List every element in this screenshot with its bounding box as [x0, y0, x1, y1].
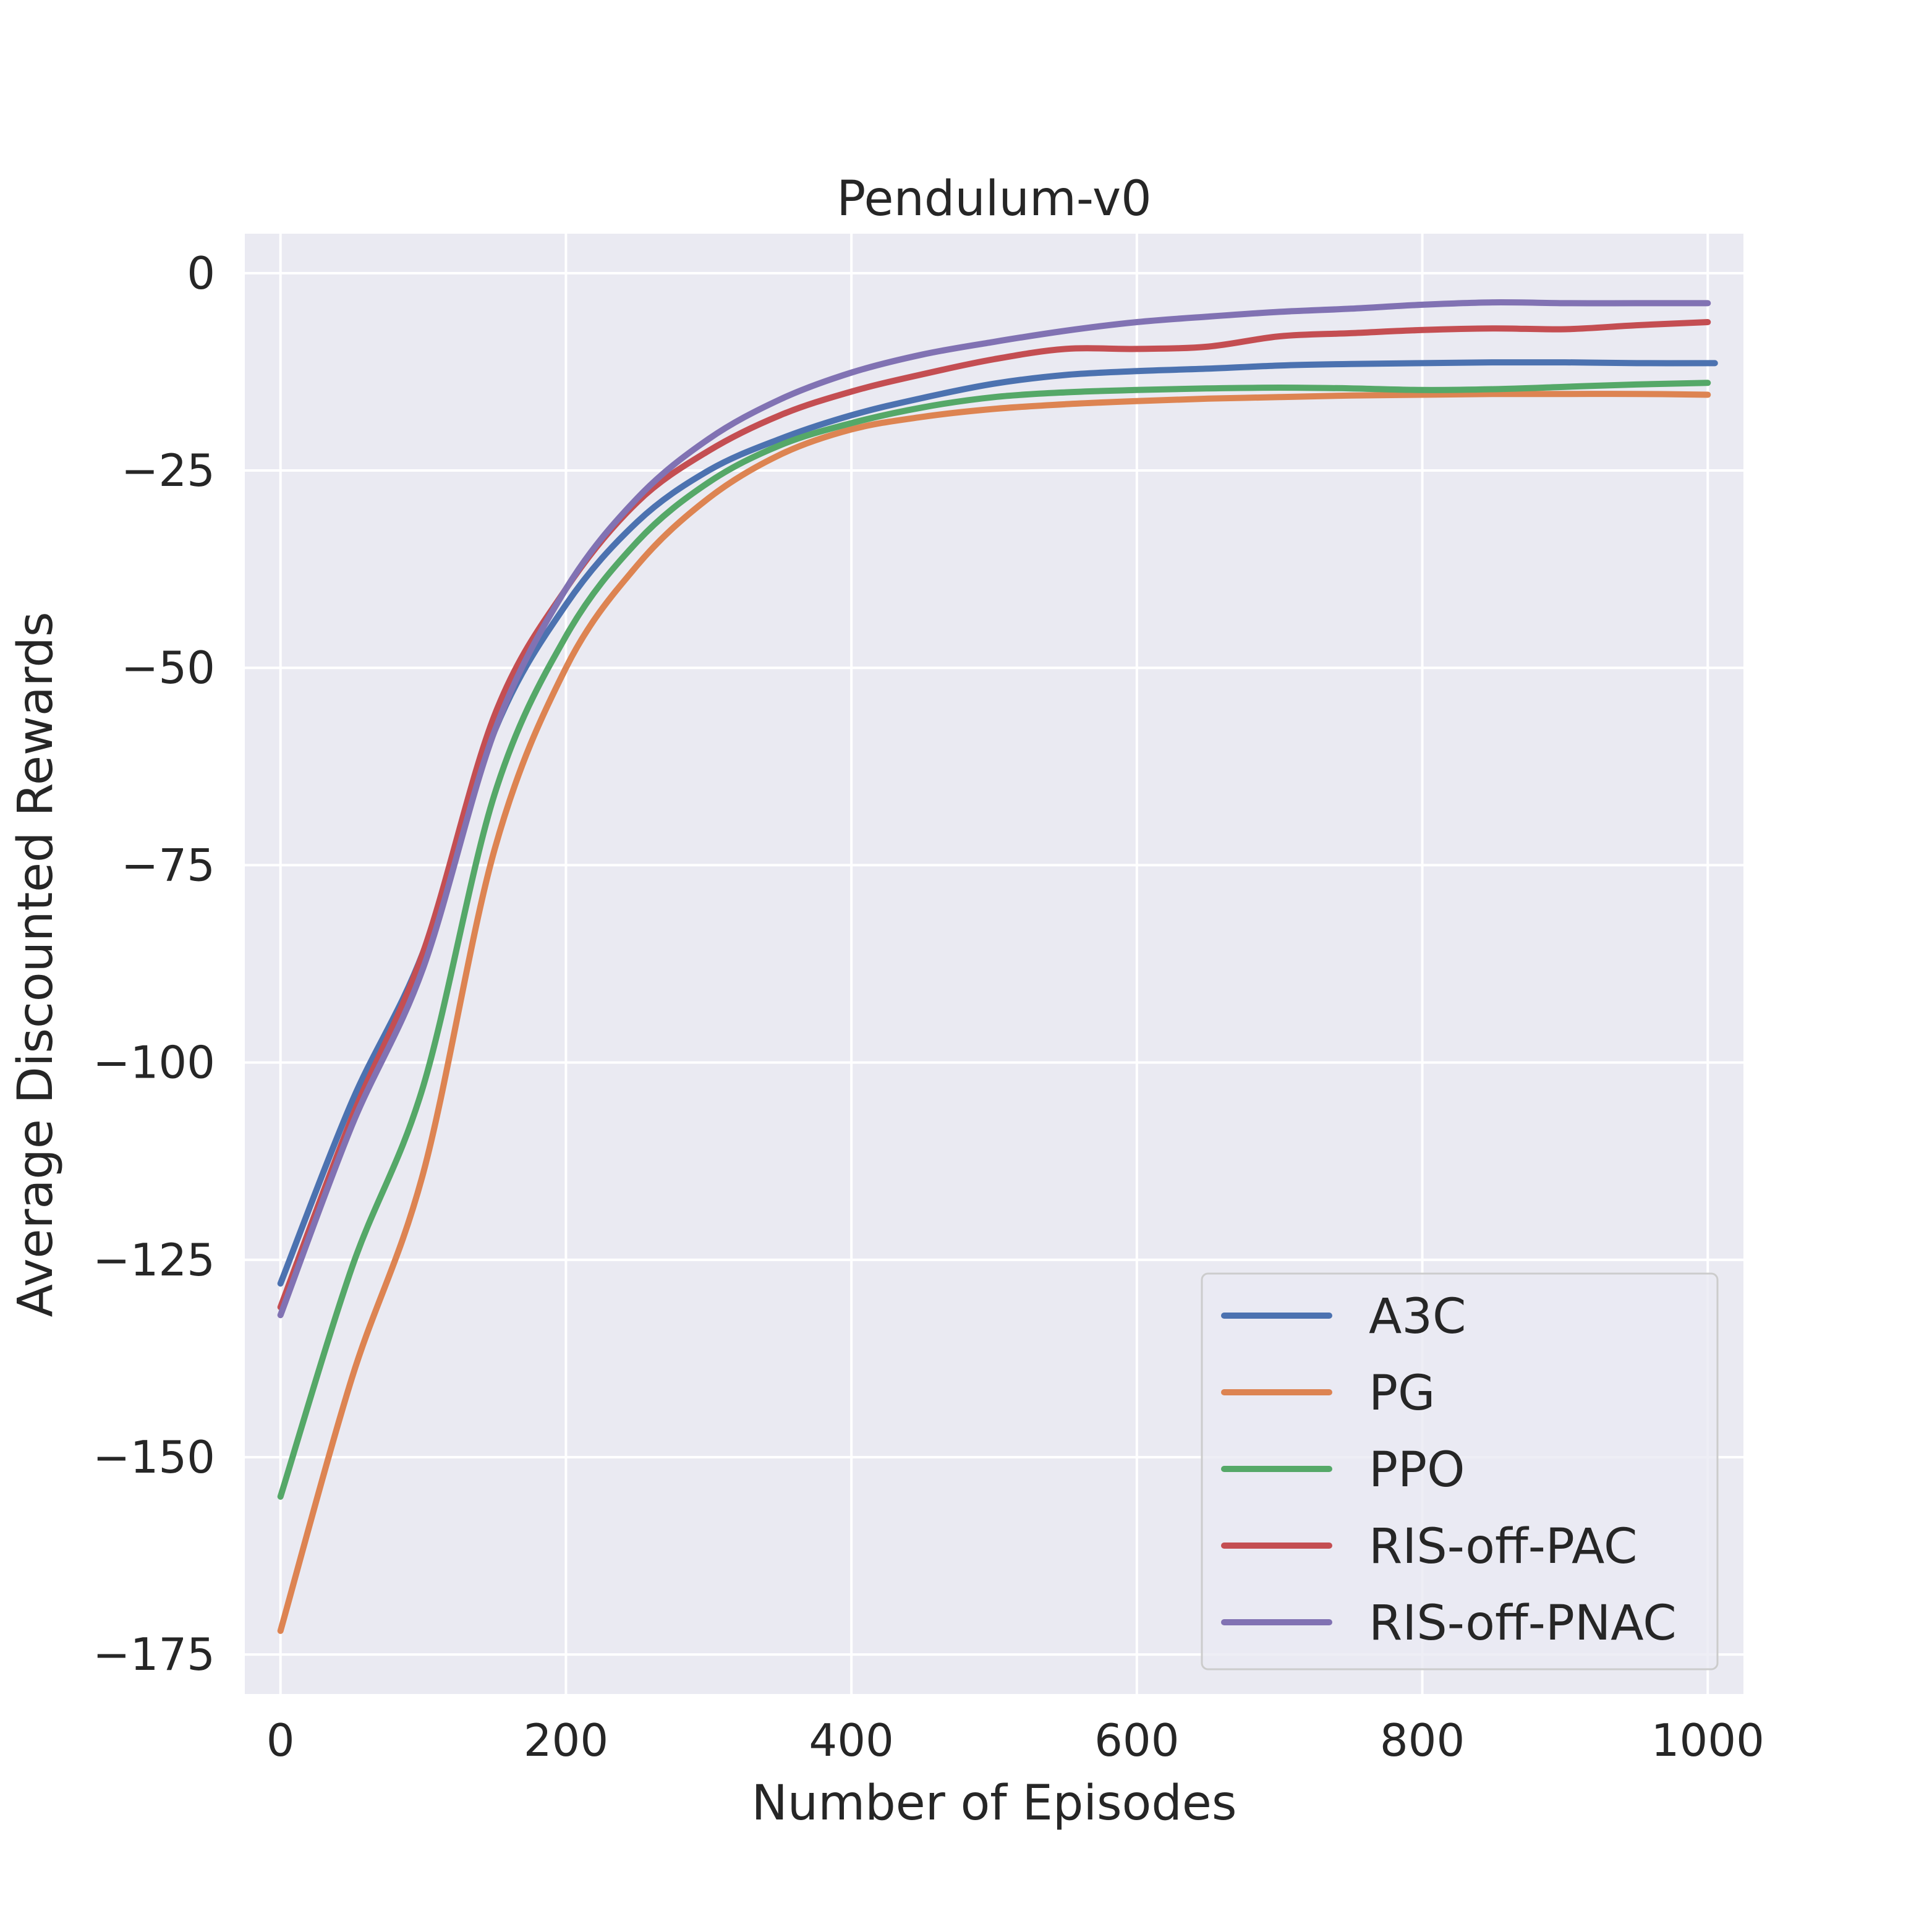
y-axis-label: Average Discounted Rewards	[8, 612, 64, 1317]
grid-lines	[245, 234, 1743, 1694]
legend-label-ppo: PPO	[1369, 1442, 1465, 1498]
x-tick-label: 200	[524, 1714, 608, 1766]
legend: A3C PG PPO RIS-off-PAC RIS-off-PNAC	[1201, 1272, 1719, 1670]
x-tick-label: 1000	[1651, 1714, 1764, 1766]
y-tick-label: −100	[93, 1037, 215, 1089]
y-tick-label: 0	[187, 247, 215, 299]
series-line-ppo	[277, 380, 1711, 1500]
legend-label-pg: PG	[1369, 1366, 1435, 1421]
legend-label-ris-off-pac: RIS-off-PAC	[1369, 1519, 1637, 1575]
x-tick-label: 400	[809, 1714, 893, 1766]
series-lines	[277, 299, 1718, 1634]
x-tick-label: 0	[266, 1714, 295, 1766]
y-tick-label: −25	[121, 445, 215, 496]
series-line-ris-off-pnac	[277, 299, 1711, 1319]
y-tick-label: −50	[121, 642, 215, 694]
chart-title: Pendulum-v0	[836, 171, 1152, 227]
tick-labels: 0 200 400 600 800 1000 0 −25 −50 −75 −100 −125 −150 −…	[93, 247, 1764, 1766]
y-tick-label: −125	[93, 1234, 215, 1286]
series-line-pg	[277, 391, 1711, 1634]
x-tick-label: 800	[1380, 1714, 1465, 1766]
y-tick-label: −150	[93, 1431, 215, 1483]
y-tick-label: −175	[93, 1628, 215, 1680]
x-axis-label: Number of Episodes	[751, 1776, 1236, 1831]
series-line-ris-off-pac	[277, 319, 1711, 1311]
legend-label-ris-off-pnac: RIS-off-PNAC	[1369, 1596, 1677, 1651]
x-tick-label: 600	[1094, 1714, 1179, 1766]
legend-box	[1201, 1272, 1719, 1670]
y-tick-label: −75	[121, 839, 215, 891]
legend-label-a3c: A3C	[1369, 1289, 1466, 1345]
